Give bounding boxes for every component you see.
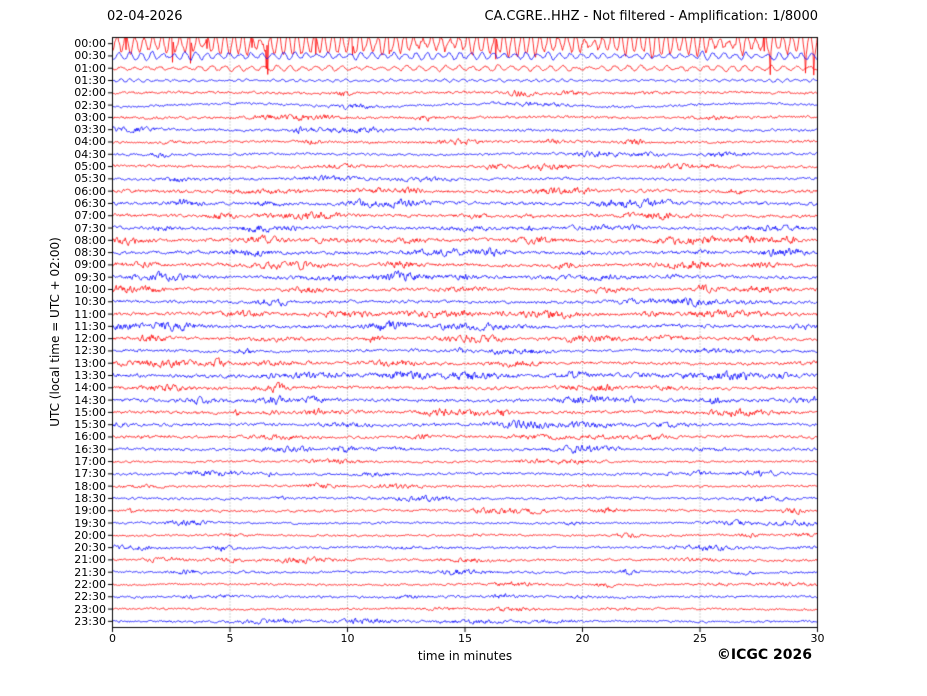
date-title: 02-04-2026 [107,9,183,24]
x-axis-label: time in minutes [417,649,513,663]
y-tick-label: 01:00 [74,61,106,75]
y-tick-label: 15:00 [74,405,106,419]
y-tick-label: 12:30 [74,344,106,358]
y-tick-label: 01:30 [74,74,106,88]
y-tick-label: 08:30 [74,246,106,260]
x-tick-label: 20 [575,632,590,645]
y-tick-label: 20:30 [74,541,106,555]
y-tick-label: 14:30 [74,393,106,407]
y-tick-label: 03:30 [74,123,106,137]
y-tick-label: 18:30 [74,491,106,505]
y-tick-label: 15:30 [74,418,106,432]
y-tick-label: 20:00 [74,528,106,542]
y-tick-label: 17:30 [74,467,106,481]
y-tick-label: 23:00 [74,602,106,616]
y-tick-label: 09:30 [74,270,106,284]
y-tick-label: 04:00 [74,135,106,149]
y-tick-label: 13:00 [74,356,106,370]
y-tick-label: 05:30 [74,172,106,186]
y-tick-label: 00:30 [74,49,106,63]
x-tick-label: 0 [109,632,116,645]
y-tick-label: 18:00 [74,479,106,493]
y-tick-label: 02:00 [74,86,106,100]
y-tick-label: 10:00 [74,282,106,296]
y-tick-label: 16:30 [74,442,106,456]
y-tick-label: 07:30 [74,221,106,235]
y-tick-label: 07:00 [74,209,106,223]
y-tick-label: 03:00 [74,110,106,124]
y-tick-label: 12:00 [74,332,106,346]
y-tick-label: 11:00 [74,307,106,321]
x-tick-label: 10 [340,632,355,645]
y-tick-label: 14:00 [74,381,106,395]
y-tick-label: 02:30 [74,98,106,112]
y-tick-label: 05:00 [74,160,106,174]
y-tick-label: 21:00 [74,553,106,567]
y-tick-label: 06:00 [74,184,106,198]
y-tick-label: 10:30 [74,295,106,309]
y-tick-label: 23:30 [74,614,106,628]
y-tick-label: 04:30 [74,147,106,161]
y-tick-label: 08:00 [74,233,106,247]
y-tick-label: 22:00 [74,577,106,591]
y-tick-label: 06:30 [74,196,106,210]
y-tick-label: 11:30 [74,319,106,333]
x-tick-label: 25 [693,632,707,645]
station-title: CA.CGRE..HHZ - Not filtered - Amplificat… [484,9,819,24]
x-tick-label: 30 [810,632,825,645]
y-tick-label: 19:30 [74,516,106,530]
y-tick-label: 00:00 [74,37,106,51]
x-tick-label: 5 [226,632,234,645]
y-tick-label: 17:00 [74,455,106,469]
y-tick-label: 21:30 [74,565,106,579]
copyright-label: ©ICGC 2026 [716,647,812,663]
y-tick-label: 22:30 [74,590,106,604]
y-tick-label: 19:00 [74,504,106,518]
x-tick-label: 15 [458,632,472,645]
y-tick-label: 09:00 [74,258,106,272]
y-tick-label: 13:30 [74,369,106,383]
y-tick-label: 16:00 [74,430,106,444]
